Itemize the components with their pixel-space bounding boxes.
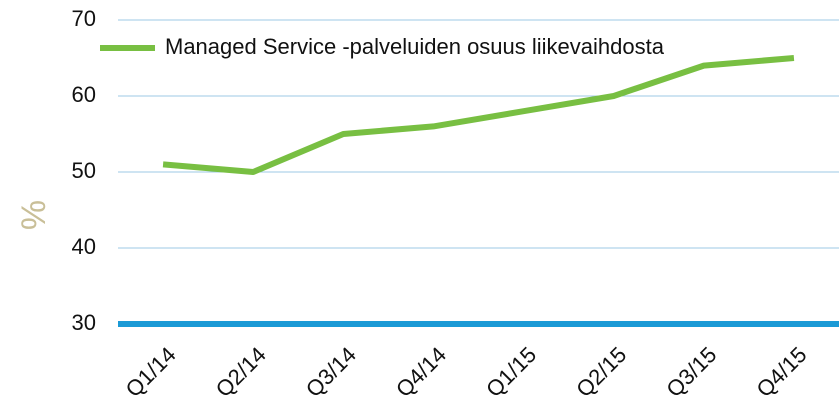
y-axis-label: % [15,200,53,230]
x-tick-label: Q1/14 [121,342,181,402]
x-tick-label: Q4/15 [752,342,812,402]
y-tick-label: 30 [72,310,96,335]
x-tick-label: Q3/15 [661,342,721,402]
y-tick-label: 70 [72,6,96,31]
x-tick-label: Q2/15 [571,342,631,402]
x-tick-label: Q1/15 [481,342,541,402]
y-tick-label: 40 [72,234,96,259]
x-tick-label: Q3/14 [301,342,361,402]
legend-label: Managed Service -palveluiden osuus liike… [165,34,665,59]
y-tick-label: 50 [72,158,96,183]
y-tick-label: 60 [72,82,96,107]
x-tick-label: Q4/14 [391,342,451,402]
x-tick-label: Q2/14 [211,342,271,402]
data-line [162,55,795,175]
